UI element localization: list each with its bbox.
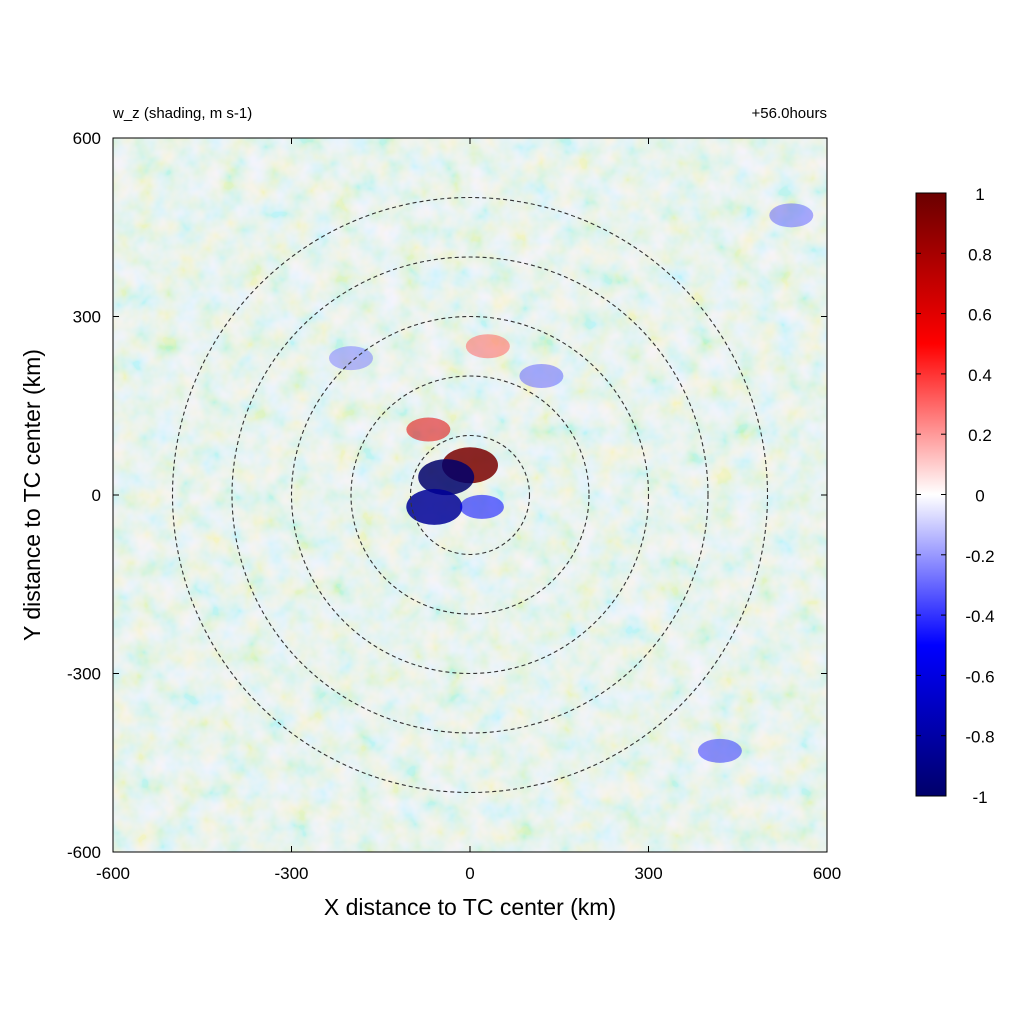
y-tick-label: -300: [67, 665, 101, 684]
y-tick-label: -600: [67, 843, 101, 862]
x-axis-title: X distance to TC center (km): [324, 894, 616, 920]
y-ticks: -600 -300 0 300 600: [67, 129, 827, 862]
colorbar-tick-label: 1: [975, 185, 984, 204]
x-tick-label: -300: [274, 864, 308, 883]
colorbar-tick-label: -0.8: [965, 728, 994, 747]
colorbar-tick-label: 0.4: [968, 366, 992, 385]
colorbar-tick-label: 0.6: [968, 306, 992, 325]
y-axis-title: Y distance to TC center (km): [19, 349, 45, 641]
colorbar-tick-label: 0: [975, 487, 984, 506]
range-rings: [171, 196, 769, 794]
colorbar-tick-label: -0.2: [965, 547, 994, 566]
colorbar-ticks: 1 0.8 0.6 0.4 0.2 0 -0.2 -0.4 -0.6 -0.8 -1: [916, 185, 995, 807]
y-tick-label: 0: [92, 486, 101, 505]
x-tick-label: 0: [465, 864, 474, 883]
title-left: w_z (shading, m s-1): [112, 105, 252, 122]
colorbar-tick-label: -0.6: [965, 667, 994, 686]
shading-feature-7: [329, 346, 373, 371]
shading-feature-1: [418, 459, 475, 496]
colorbar-tick-label: -1: [972, 788, 987, 807]
shading-feature-6: [519, 364, 564, 388]
x-ticks: -600 -300 0 300 600: [96, 138, 841, 883]
y-tick-label: 300: [73, 308, 101, 327]
range-ring-100: [409, 434, 531, 556]
shading-feature-5: [465, 334, 510, 359]
title-right: +56.0hours: [752, 105, 827, 122]
shading-feature-2: [406, 488, 463, 525]
colorbar: 1 0.8 0.6 0.4 0.2 0 -0.2 -0.4 -0.6 -0.8 -1: [915, 185, 995, 807]
shading-features: [329, 203, 814, 763]
shading-feature-4: [406, 417, 451, 442]
plot-area: -600 -300 0 300 600 -600 -300 0 300 600: [67, 129, 841, 883]
range-ring-400: [231, 256, 709, 734]
shading-feature-3: [459, 494, 504, 519]
colorbar-tick-label: 0.2: [968, 426, 992, 445]
x-tick-label: 600: [813, 864, 841, 883]
colorbar-tick-label: -0.4: [965, 607, 994, 626]
shading-feature-9: [769, 203, 814, 228]
range-ring-500: [171, 196, 769, 794]
range-ring-200: [350, 375, 590, 615]
range-ring-300: [290, 315, 650, 675]
x-tick-label: 300: [634, 864, 662, 883]
x-tick-label: -600: [96, 864, 130, 883]
colorbar-tick-label: 0.8: [968, 245, 992, 264]
shading-feature-8: [697, 738, 742, 763]
y-tick-label: 600: [73, 129, 101, 148]
